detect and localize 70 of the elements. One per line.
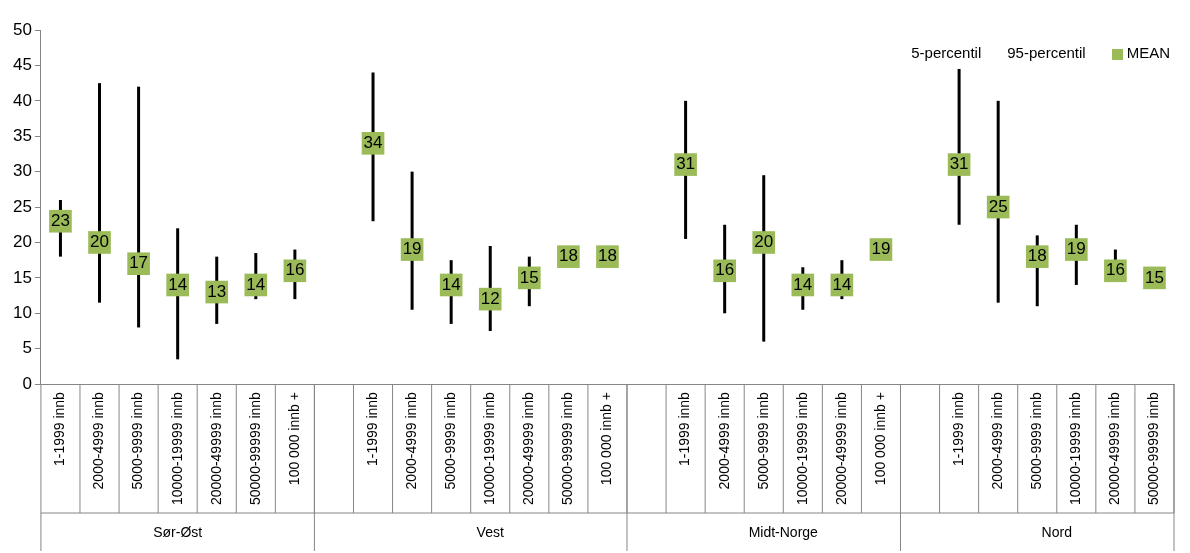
data-label: 31 <box>676 154 696 174</box>
text: Midt-Norge <box>748 523 819 540</box>
data-label: 13 <box>207 281 227 301</box>
data-label: 16 <box>1105 260 1125 280</box>
x-tick-label: 100 000 innb + <box>598 392 615 486</box>
data-label: 15 <box>1145 267 1164 287</box>
x-tick-label: 10000-19999 innb <box>1067 391 1084 506</box>
x-tick-label: 50000-99999 innb <box>1145 391 1162 506</box>
x-tick-label: 2000-4999 innb <box>402 391 419 490</box>
data-label: 18 <box>558 246 578 266</box>
legend-label: MEAN <box>1125 44 1170 61</box>
x-tick-label: 2000-4999 innb <box>989 391 1006 490</box>
text: Vest <box>476 523 504 540</box>
y-tick-label: 15 <box>12 267 32 287</box>
y-tick-label: 35 <box>12 125 32 145</box>
text: Sør-Øst <box>153 523 203 540</box>
x-tick-label: 5000-9999 innb <box>442 391 459 490</box>
y-tick-label: 25 <box>12 196 32 216</box>
x-tick-label: 2000-4999 innb <box>90 391 107 490</box>
data-label: 16 <box>285 260 305 280</box>
data-label: 12 <box>480 288 500 308</box>
data-label: 14 <box>793 274 813 294</box>
y-tick-label: 50 <box>12 19 32 39</box>
data-label: 23 <box>50 210 70 230</box>
annotation: 5-percentil <box>911 44 982 61</box>
x-tick-label: 5000-9999 innb <box>1028 391 1045 490</box>
x-tick-label: 1-1999 innb <box>363 391 380 467</box>
y-tick-label: 20 <box>12 232 32 252</box>
y-tick-label: 5 <box>22 338 32 358</box>
x-tick-label: 5000-9999 innb <box>754 391 771 490</box>
x-tick-label: 10000-19999 innb <box>168 391 185 506</box>
x-tick-label: 20000-49999 innb <box>832 391 849 506</box>
y-tick-label: 45 <box>12 55 32 75</box>
data-label: 17 <box>129 253 149 273</box>
data-label: 20 <box>90 232 109 252</box>
x-tick-label: 2000-4999 innb <box>715 391 732 490</box>
data-label: 14 <box>168 274 188 294</box>
annotation: 95-percentil <box>1007 44 1086 61</box>
x-tick-label: 1-1999 innb <box>676 391 693 467</box>
data-label: 20 <box>754 232 774 252</box>
x-tick-label: 100 000 innb + <box>871 392 888 486</box>
x-tick-label: 1-1999 innb <box>949 391 966 467</box>
x-tick-label: 20000-49999 innb <box>207 391 224 506</box>
data-label: 14 <box>441 274 461 294</box>
y-tick-label: 0 <box>22 373 32 393</box>
x-tick-label: 100 000 innb + <box>285 392 302 486</box>
text: Nord <box>1041 523 1072 540</box>
data-label: 18 <box>1027 246 1047 266</box>
x-tick-label: 10000-19999 innb <box>481 391 498 506</box>
data-label: 19 <box>871 239 891 259</box>
x-tick-label: 1-1999 innb <box>51 391 68 467</box>
x-tick-label: 10000-19999 innb <box>793 391 810 506</box>
data-label: 19 <box>402 239 422 259</box>
x-tick-label: 5000-9999 innb <box>129 391 146 490</box>
x-tick-label: 20000-49999 innb <box>520 391 537 506</box>
x-tick-label: 20000-49999 innb <box>1106 391 1123 506</box>
data-label: 31 <box>949 154 969 174</box>
data-label: 16 <box>715 260 735 280</box>
y-tick-label: 10 <box>12 302 32 322</box>
y-tick-label: 40 <box>12 90 32 110</box>
x-tick-label: 50000-99999 innb <box>559 391 576 506</box>
data-label: 25 <box>988 196 1008 216</box>
data-label: 14 <box>832 274 852 294</box>
x-tick-label: 50000-99999 innb <box>246 391 263 506</box>
data-label: 18 <box>597 246 617 266</box>
y-tick-label: 30 <box>12 161 32 181</box>
data-label: 15 <box>519 267 539 287</box>
data-label: 34 <box>363 133 383 153</box>
data-label: 19 <box>1066 239 1086 259</box>
data-label: 14 <box>246 274 266 294</box>
